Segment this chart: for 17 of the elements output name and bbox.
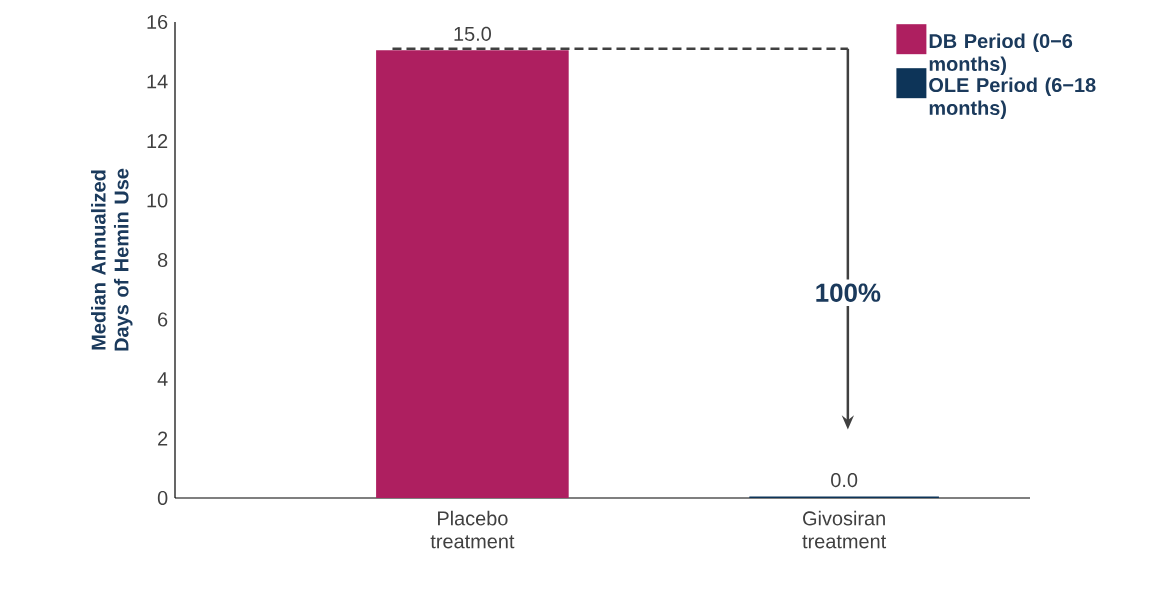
annotation: 100%: [816, 283, 881, 302]
y-tick-label: 12: [147, 134, 168, 148]
y-tick-label: 4: [157, 372, 168, 386]
x-tick-label: Placebo treatment: [430, 510, 515, 549]
y-tick-label: 2: [158, 431, 168, 446]
x-tick-label: Givosiran treatment: [802, 510, 887, 549]
y-tick-label: 6: [158, 312, 168, 327]
legend-label: OLE Period (6−18 months): [929, 77, 1096, 119]
data-label: 15.0: [454, 26, 491, 41]
data-label: 0.0: [831, 473, 858, 488]
y-axis-title: Median Annualized Days of Hemin Use: [91, 168, 133, 351]
y-tick-label: 0: [157, 490, 168, 506]
legend-label: DB Period (0−6 months): [929, 33, 1073, 75]
y-tick-label: 10: [147, 193, 168, 208]
y-tick-label: 14: [147, 74, 168, 89]
y-tick-label: 16: [147, 14, 168, 30]
y-tick-label: 8: [157, 252, 168, 268]
